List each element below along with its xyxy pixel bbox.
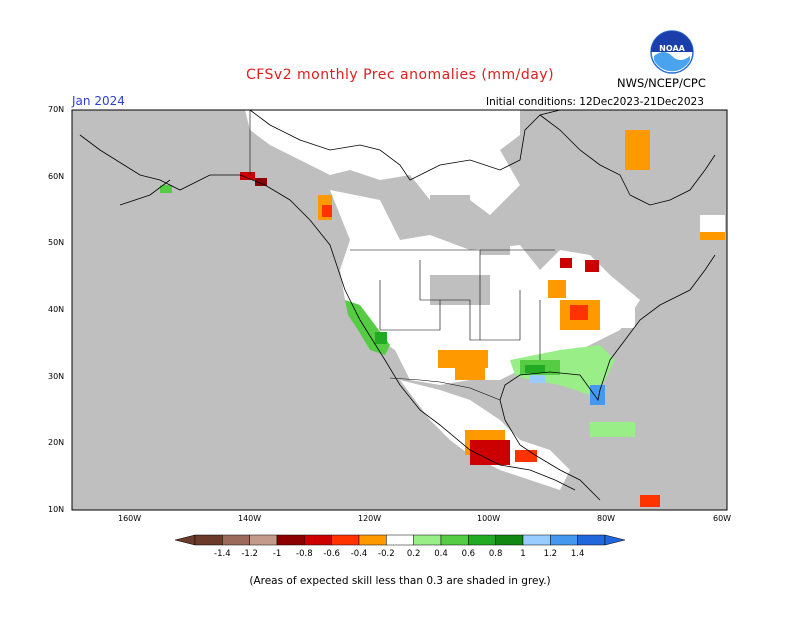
lat-label-70n: 70N [48, 105, 65, 114]
colorbar-arrow-left [174, 534, 196, 546]
lat-label-50n: 50N [48, 238, 65, 247]
anomaly-wet-cuba [590, 422, 635, 437]
anomaly-dry-michigan [560, 258, 572, 268]
colorbar-swatch [222, 534, 250, 546]
colorbar-arrow-right [604, 534, 626, 546]
colorbar-label: -1.4 [214, 549, 231, 559]
footnote: (Areas of expected skill less than 0.3 a… [249, 575, 551, 587]
anomaly-dry-atlantic [700, 232, 725, 240]
lon-label-140w: 140W [238, 514, 262, 523]
coastlines [79, 109, 716, 501]
white-region-north [245, 110, 520, 215]
lat-label-10n: 10N [48, 505, 65, 514]
anomaly-dry-quebec [625, 130, 650, 170]
anomaly-dry-caribbean [640, 495, 660, 507]
anomaly-wet-gulf-core [525, 365, 545, 373]
colorbar-label: 0.6 [462, 549, 476, 559]
colorbar-label: 1.4 [571, 549, 585, 559]
colorbar-swatch [249, 534, 278, 546]
colorbar-label: 0.8 [489, 549, 503, 559]
anomaly-dry-bc-2 [322, 205, 332, 217]
colorbar-swatch [577, 534, 606, 546]
grey-patch-2 [430, 275, 490, 305]
noaa-logo: NOAA [650, 30, 694, 74]
colorbar-label: -0.6 [323, 549, 340, 559]
colorbar-label: -1.2 [241, 549, 258, 559]
colorbar-label: -1 [273, 549, 281, 559]
colorbar-label: 0.4 [434, 549, 448, 559]
forecast-month: Jan 2024 [72, 94, 125, 108]
anomaly-dry-mexico-2 [470, 440, 510, 465]
map-frame [71, 109, 728, 511]
anomaly-wet-alaska [160, 185, 172, 193]
colorbar-label: -0.4 [351, 549, 368, 559]
lat-label-60n: 60N [48, 172, 65, 181]
anomaly-wet-florida [590, 385, 605, 405]
political-borders [249, 110, 555, 401]
colorbar-label: -0.2 [378, 549, 395, 559]
grey-patch-3 [480, 230, 510, 255]
colorbar: -1.4 -1.2 -1 -0.8 -0.6 -0.4 -0.2 0.2 0.4 0.6 0.8 1 1… [174, 534, 626, 559]
colorbar-swatch [331, 534, 360, 546]
anomaly-dry-greatlakes-1 [548, 280, 566, 298]
colorbar-label: -0.8 [296, 549, 313, 559]
anomaly-dry-ohio-core [570, 305, 588, 320]
colorbar-label: 1.2 [544, 549, 558, 559]
anomaly-wet-gulf-blue [530, 375, 545, 383]
lon-label-160w: 160W [118, 514, 142, 523]
anomaly-wet-california-core [375, 332, 387, 344]
colorbar-swatch [386, 534, 414, 546]
lon-label-80w: 80W [597, 514, 616, 523]
svg-text:NOAA: NOAA [659, 44, 685, 53]
colorbar-swatch [358, 534, 387, 546]
grey-patch-1 [430, 195, 470, 225]
colorbar-swatch [550, 534, 578, 546]
lon-label-120w: 120W [358, 514, 382, 523]
white-region-northeast [600, 298, 635, 328]
colorbar-label: 1 [520, 549, 525, 559]
anomaly-dry-ontario [585, 260, 599, 272]
anomaly-dry-alaska-2 [255, 178, 267, 186]
colorbar-swatch [276, 534, 305, 546]
anomaly-dry-texas-1 [438, 350, 488, 368]
colorbar-swatch [468, 534, 496, 546]
lat-label-40n: 40N [48, 305, 65, 314]
colorbar-label: 0.2 [407, 549, 421, 559]
colorbar-swatch [194, 534, 223, 546]
map-title: CFSv2 monthly Prec anomalies (mm/day) [245, 67, 555, 83]
colorbar-swatch [304, 534, 332, 546]
colorbar-swatch [440, 534, 469, 546]
lat-label-20n: 20N [48, 438, 65, 447]
anomaly-dry-texas-2 [455, 365, 485, 380]
anomaly-dry-alaska-1 [240, 172, 255, 180]
lon-label-60w: 60W [713, 514, 732, 523]
colorbar-swatch [495, 534, 524, 546]
colorbar-swatch [522, 534, 551, 546]
lat-label-30n: 30N [48, 372, 65, 381]
anomaly-dry-mexico-3 [515, 450, 537, 462]
map-area [71, 109, 728, 511]
lon-label-100w: 100W [477, 514, 501, 523]
colorbar-swatch [413, 534, 442, 546]
agency-label: NWS/NCEP/CPC [617, 76, 706, 90]
initial-conditions: Initial conditions: 12Dec2023-21Dec2023 [486, 96, 704, 108]
anomaly-wet-southeast [510, 345, 615, 395]
